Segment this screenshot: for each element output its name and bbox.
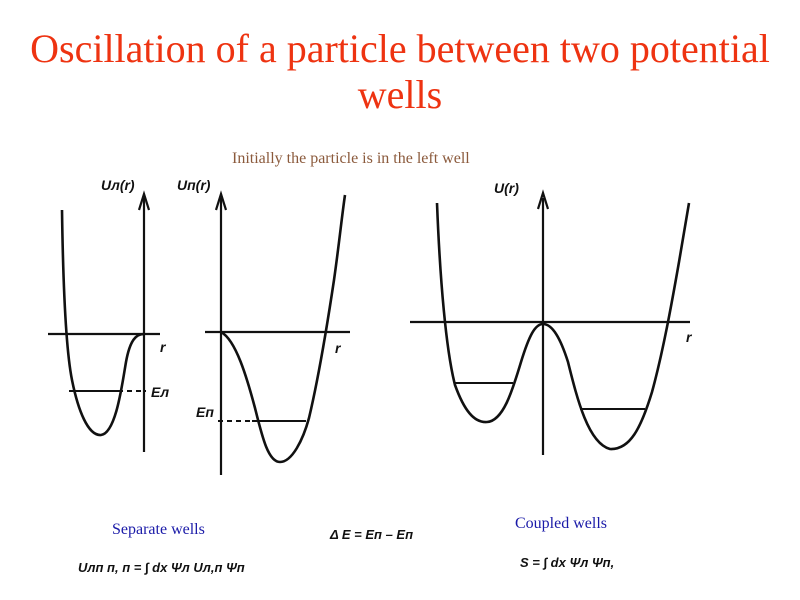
page-title: Oscillation of a particle between two po…: [30, 26, 770, 117]
matrix-element-formula: Uлп п, п = ∫ dx Ψл Uл,п Ψп: [78, 560, 245, 575]
subtitle: Initially the particle is in the left we…: [232, 150, 470, 167]
right-well-energy-label: Eп: [196, 404, 214, 420]
left-well-panel: Uл(r) r Eл: [48, 177, 169, 452]
separate-wells-caption: Separate wells: [112, 521, 205, 538]
overlap-integral-formula: S = ∫ dx Ψл Ψп,: [520, 555, 615, 570]
coupled-r-label: r: [686, 329, 693, 345]
energy-difference-formula: Δ E = Eп – Eп: [330, 527, 414, 542]
left-well-energy-label: Eл: [151, 384, 169, 400]
left-well-r-label: r: [160, 339, 167, 355]
right-well-u-axis-label: Uп(r): [177, 177, 211, 193]
right-well-potential-curve: [220, 194, 347, 464]
right-well-u-axis-arrow: [214, 190, 228, 211]
coupled-wells-caption: Coupled wells: [515, 515, 607, 532]
coupled-u-axis-arrow: [536, 189, 550, 210]
right-well-panel: Uп(r) r Eп: [177, 177, 350, 475]
right-well-r-label: r: [335, 340, 342, 356]
left-well-potential-curve: [60, 209, 145, 437]
coupled-potential-curve: [435, 202, 691, 451]
coupled-wells-panel: U(r) r: [410, 180, 693, 455]
left-well-u-axis-label: Uл(r): [101, 177, 135, 193]
left-well-u-axis-arrow: [137, 190, 151, 211]
coupled-u-axis-label: U(r): [494, 180, 519, 196]
